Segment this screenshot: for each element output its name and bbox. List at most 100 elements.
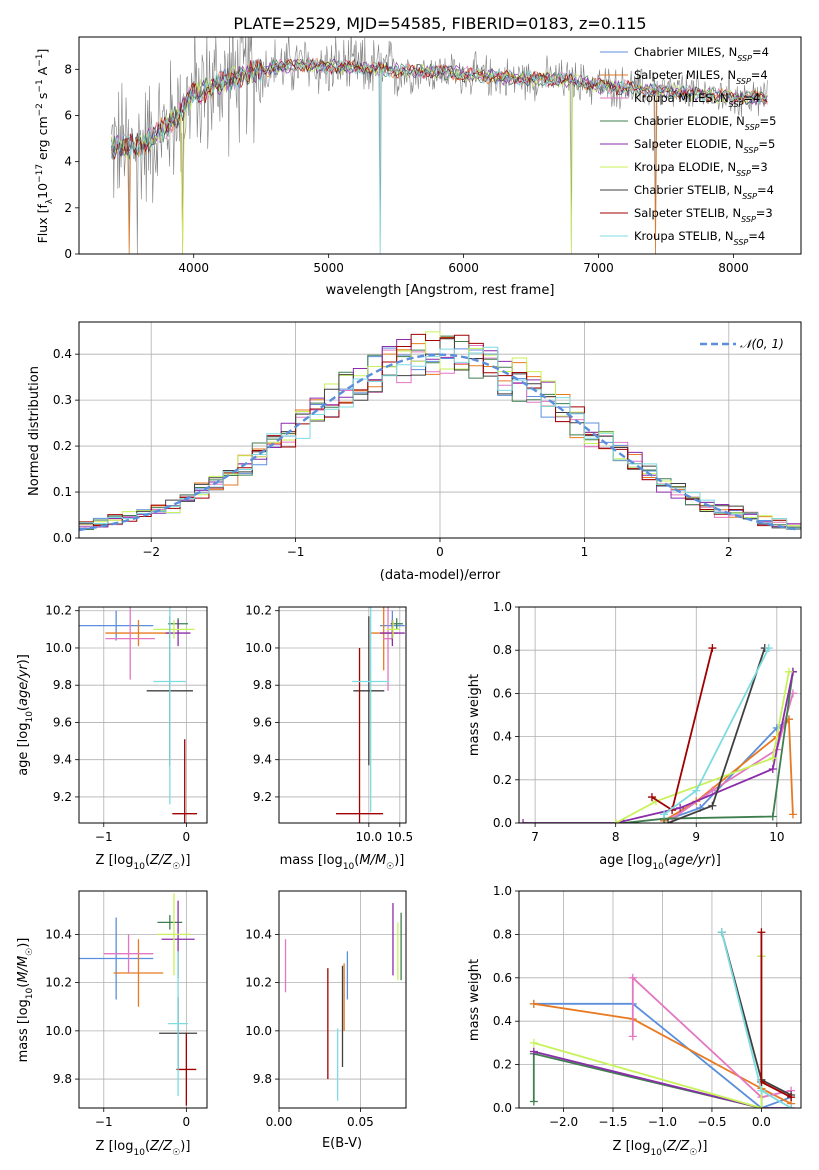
residual-hist-chabrier_stelib xyxy=(79,338,801,530)
series-marker xyxy=(787,1104,796,1108)
series-marker xyxy=(529,999,538,1008)
errorbar-kroupa_miles xyxy=(103,934,154,973)
series-marker xyxy=(708,801,717,810)
series-marker xyxy=(757,1104,766,1108)
spectrum-model-kroupa_stelib xyxy=(111,59,768,254)
y-tick-label: 9.4 xyxy=(53,753,72,767)
series-kroupa_miles xyxy=(668,689,797,823)
axes-frame xyxy=(518,890,802,1109)
series-marker xyxy=(676,803,685,812)
series-marker xyxy=(529,1038,538,1047)
y-tick-label: 10.0 xyxy=(245,641,272,655)
y-tick-label: 10.0 xyxy=(45,641,72,655)
plot-area-mass_vs_z xyxy=(79,893,198,1106)
y-tick-label: 10.2 xyxy=(45,604,72,618)
series-line xyxy=(533,1002,792,1105)
plot-area-mass_vs_ebv xyxy=(284,903,402,1101)
y-tick-label: 10.4 xyxy=(45,927,72,941)
series-line xyxy=(615,671,790,823)
y-tick-label: 9.6 xyxy=(53,715,72,729)
legend-text: =3 xyxy=(756,206,773,220)
label-part: ☉ xyxy=(25,948,35,956)
legend-sub: SSP xyxy=(744,146,759,155)
series-marker xyxy=(768,754,777,763)
label-part: ( xyxy=(145,853,150,868)
errorbar-kroupa_stelib xyxy=(352,607,390,812)
series-line xyxy=(533,956,763,1108)
y-tick-label: 0.2 xyxy=(53,439,72,453)
x-tick-label: 10 xyxy=(769,830,784,844)
x-axis-label: wavelength [Angstrom, rest frame] xyxy=(326,283,555,298)
x-tick-label: −0.5 xyxy=(697,1115,726,1129)
series-line xyxy=(671,693,794,820)
y-tick-label: 0.8 xyxy=(493,643,512,657)
series-marker xyxy=(768,812,777,821)
x-axis-label: Z [log10(Z/Z☉)] xyxy=(96,853,191,872)
y-tick-label: 9.8 xyxy=(53,1072,72,1086)
x-axis-label: E(B-V) xyxy=(322,1136,362,1151)
label-part: 10 xyxy=(650,1148,662,1158)
axes-frame xyxy=(278,890,407,1109)
errorbar-kroupa_stelib xyxy=(153,607,187,805)
y-tick-label: 0.6 xyxy=(493,971,512,985)
label-part: ☉ xyxy=(172,862,180,872)
y-tick-label: 0.4 xyxy=(493,1014,512,1028)
label-part: ( xyxy=(16,983,31,988)
series-marker xyxy=(529,1097,538,1106)
series-salpeter_elodie xyxy=(519,667,797,823)
plot-area-weight_vs_age xyxy=(519,644,797,823)
y-tick-label: 2 xyxy=(64,201,72,215)
spectrum-data-line xyxy=(111,37,768,254)
series-marker xyxy=(664,819,673,823)
x-tick-label: 10.5 xyxy=(386,830,413,844)
y-tick-label: 6 xyxy=(64,108,72,122)
label-part: age/yr xyxy=(669,853,712,868)
series-line xyxy=(663,647,770,816)
legend-text: Chabrier MILES, N xyxy=(634,45,737,59)
legend-sub: SSP xyxy=(737,54,752,63)
x-tick-label: 0 xyxy=(436,545,444,559)
legend-sub: SSP xyxy=(741,215,756,224)
errorbar-kroupa_miles xyxy=(105,607,155,680)
legend-entry: Salpeter ELODIE, NSSP=5 xyxy=(634,137,775,155)
legend-text: Salpeter ELODIE, N xyxy=(634,137,744,151)
label-part: 10 xyxy=(133,862,145,872)
y-tick-label: 0.4 xyxy=(53,347,72,361)
y-tick-label: 10.0 xyxy=(245,1024,272,1038)
axes-age_vs_z: −1 09.29.49.69.810.010.2Z [log10(Z/Z☉)]ag… xyxy=(16,604,208,872)
normal-curve xyxy=(79,353,799,532)
label-part: 10 xyxy=(35,183,50,199)
plot-area-residuals xyxy=(79,331,801,532)
errorbar-salpeter_miles xyxy=(105,620,172,647)
label-part: )] xyxy=(16,654,31,664)
errorbar-kroupa_elodie xyxy=(386,620,400,639)
legend-sub: SSP xyxy=(736,77,751,86)
series-line xyxy=(760,932,792,1099)
label-part: )] xyxy=(16,938,31,948)
y-tick-label: 1.0 xyxy=(493,600,512,614)
legend-text: =4 xyxy=(757,183,774,197)
y-tick-label: 9.2 xyxy=(53,790,72,804)
legend-text: Kroupa ELODIE, N xyxy=(634,160,736,174)
series-kroupa_elodie xyxy=(529,952,766,1108)
series-marker xyxy=(708,786,717,795)
y-axis-label: age [log10(age/yr)] xyxy=(16,654,35,776)
y-tick-label: 0.8 xyxy=(493,927,512,941)
series-line xyxy=(720,931,792,1108)
legend-sub: SSP xyxy=(742,192,757,201)
x-axis-label: Z [log10(Z/Z☉)] xyxy=(96,1139,191,1158)
y-axis-label: Normed distribution xyxy=(27,366,42,496)
label-part: age [log xyxy=(16,723,31,776)
series-marker xyxy=(784,667,793,676)
errorbar-kroupa_elodie xyxy=(153,620,195,639)
label-part: mass [log xyxy=(16,999,31,1062)
series-line xyxy=(651,647,714,812)
label-part: age [log xyxy=(599,853,652,868)
axes-weight_vs_z: −2.0 −1.5 −1.0 −0.5 0.0 0.0 0.2 0.4 0.6 0.8 1.0 Z [… xyxy=(467,884,802,1158)
series-chabrier_stelib xyxy=(664,644,769,823)
y-tick-label: 10.2 xyxy=(45,976,72,990)
series-chabrier_elodie xyxy=(529,952,766,1108)
y-tick-label: 9.8 xyxy=(53,678,72,692)
